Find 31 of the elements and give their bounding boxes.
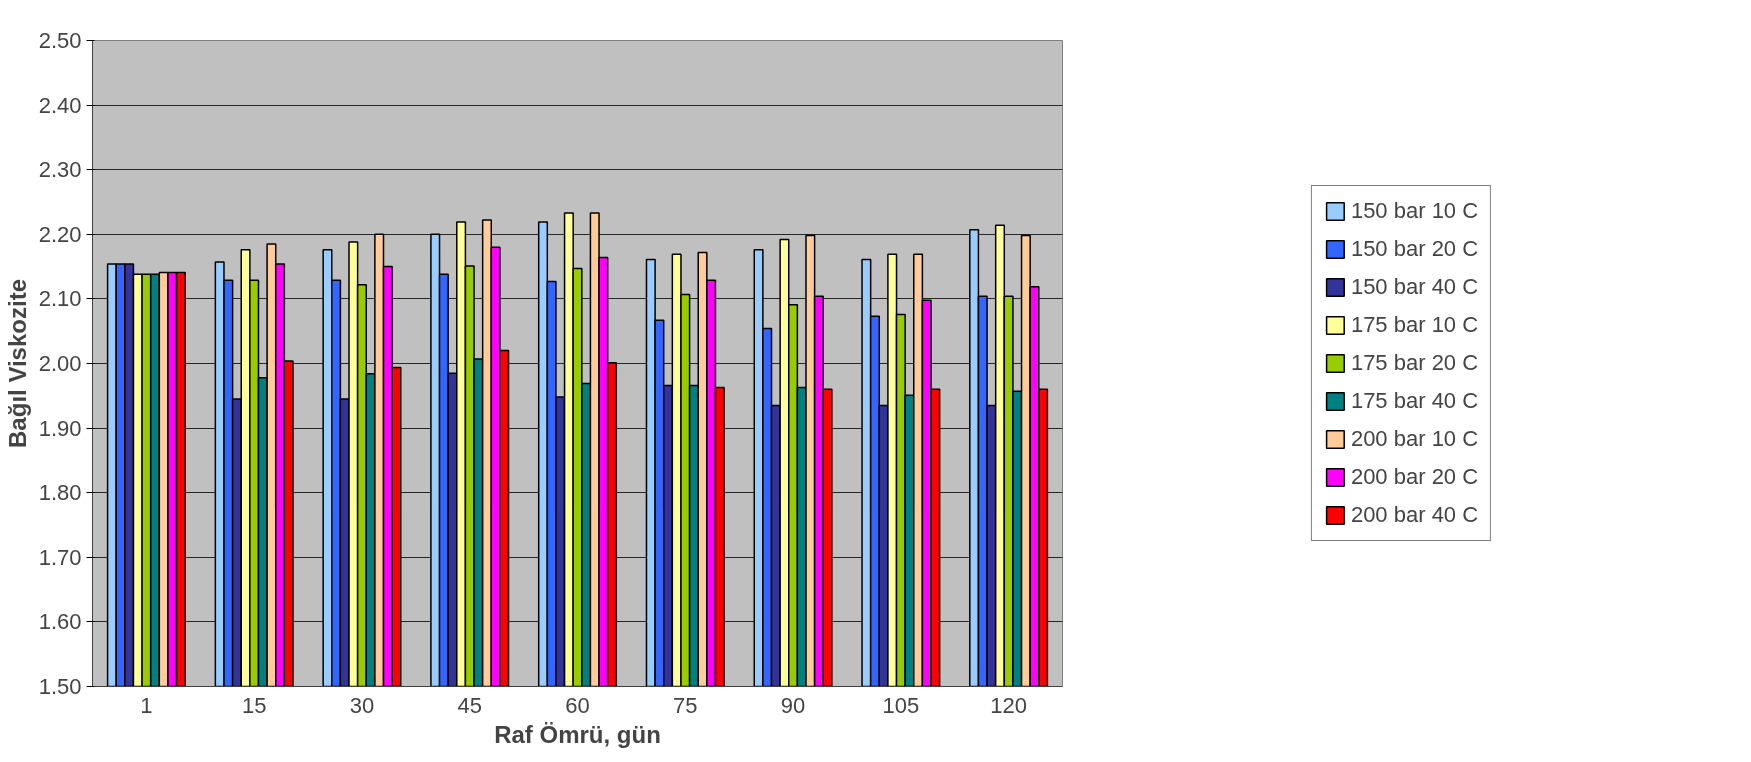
legend-label: 150 bar 40 C — [1350, 274, 1479, 300]
legend-label: 150 bar 10 C — [1350, 198, 1479, 224]
legend-label: 150 bar 20 C — [1350, 236, 1479, 262]
legend-label: 200 bar 10 C — [1350, 426, 1479, 452]
legend-label: 200 bar 20 C — [1350, 464, 1479, 490]
y-tick-label: 2.20 — [38, 221, 82, 247]
legend-label: 175 bar 20 C — [1350, 350, 1479, 376]
y-tick-label: 2.50 — [38, 28, 82, 53]
legend-label: 200 bar 40 C — [1350, 502, 1479, 528]
x-tick-label: 105 — [882, 692, 920, 718]
y-tick-label: 2.40 — [38, 92, 82, 118]
y-tick-label: 1.70 — [38, 544, 82, 570]
y-tick-label: 2.30 — [38, 157, 82, 183]
y-tick-label: 2.00 — [38, 351, 82, 376]
x-tick-label: 75 — [673, 692, 698, 718]
x-tick-label: 90 — [780, 692, 806, 718]
y-tick-label: 2.10 — [38, 286, 82, 312]
y-tick-label: 1.50 — [38, 674, 82, 699]
x-tick-label: 45 — [457, 692, 482, 718]
y-tick-label: 1.90 — [38, 415, 82, 441]
x-axis-title: Raf Ömrü, gün — [494, 720, 661, 748]
x-tick-label: 1 — [140, 692, 153, 718]
x-tick-label: 15 — [241, 692, 267, 718]
legend-label: 175 bar 10 C — [1350, 312, 1479, 338]
y-tick-label: 1.80 — [38, 480, 82, 506]
y-tick-label: 1.60 — [38, 609, 82, 635]
y-axis-title: Bağıl Viskozite — [3, 279, 31, 448]
x-tick-label: 30 — [349, 692, 375, 718]
x-tick-label: 120 — [990, 692, 1027, 718]
x-tick-label: 60 — [565, 692, 590, 718]
legend-label: 175 bar 40 C — [1350, 388, 1479, 414]
